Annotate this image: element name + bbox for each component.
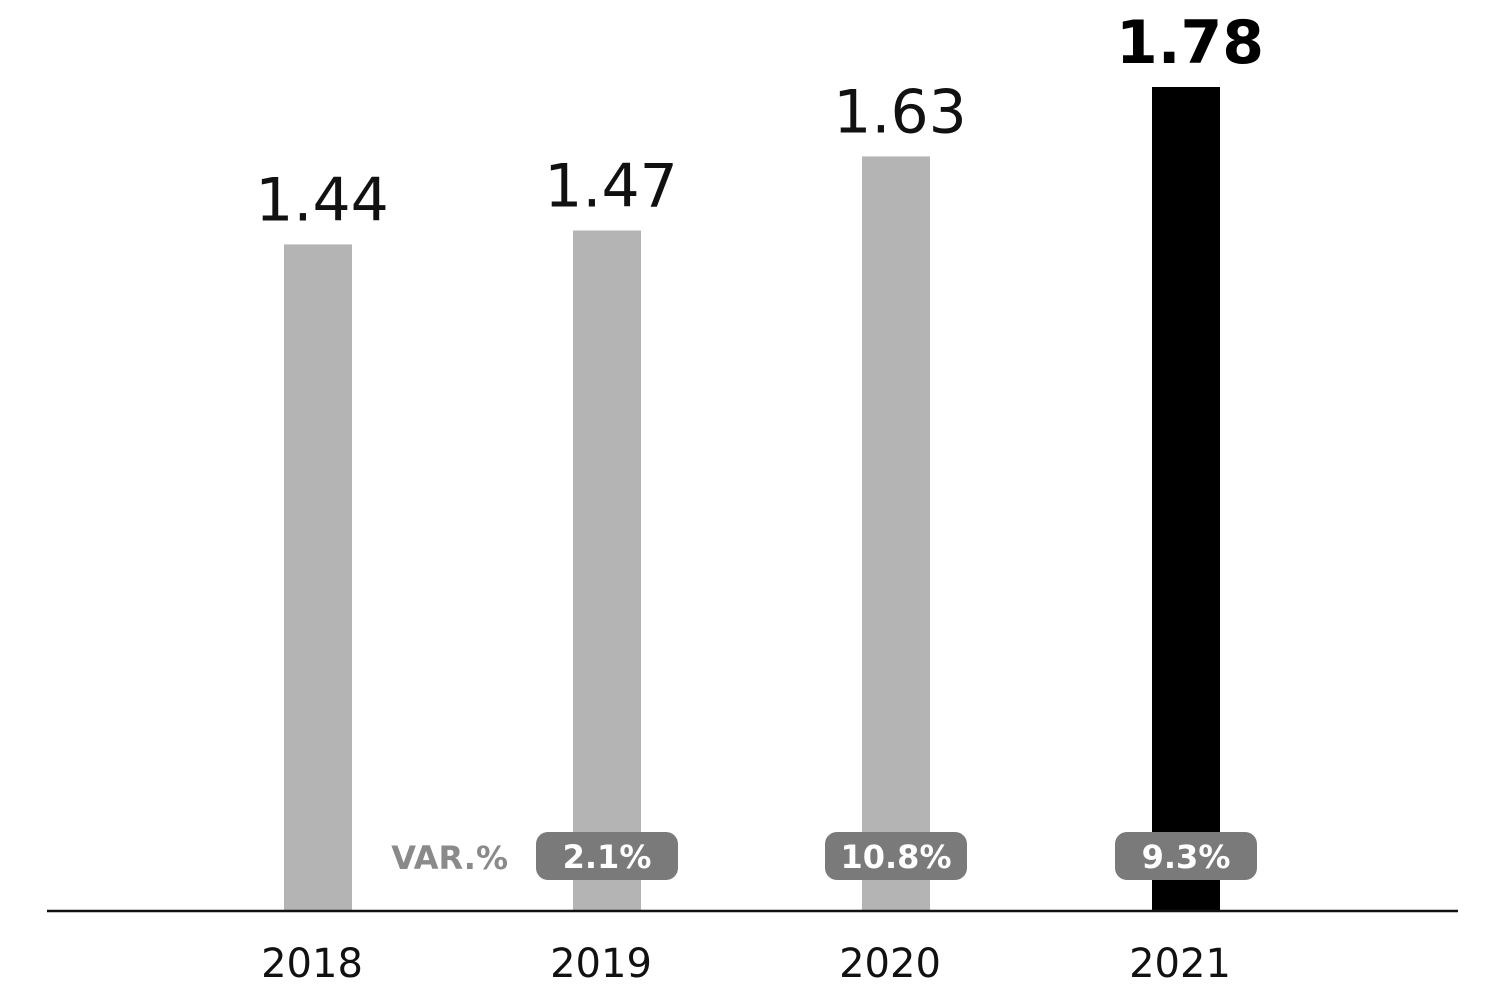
value-label-2020: 1.63 xyxy=(833,77,967,147)
bars-group xyxy=(284,87,1220,912)
value-labels-group: 1.44 1.47 1.63 1.78 xyxy=(255,8,1264,235)
variation-badge-text: 2.1% xyxy=(563,838,652,876)
variation-badge-pill xyxy=(1115,832,1257,880)
bar-2021 xyxy=(1152,87,1220,911)
x-tick-labels-group: 2018 2019 2020 2021 xyxy=(261,941,1231,987)
variation-badge-2020: 10.8% xyxy=(825,832,967,880)
value-label-2019: 1.47 xyxy=(544,152,678,222)
x-tick-label-2020: 2020 xyxy=(839,941,941,987)
bar-2020 xyxy=(862,156,930,911)
variation-badge-text: 10.8% xyxy=(840,838,951,876)
variation-badge-2021: 9.3% xyxy=(1115,832,1257,880)
value-label-2018: 1.44 xyxy=(255,165,389,235)
bar-2018 xyxy=(284,244,352,912)
variation-badges-group: 2.1% 10.8% 9.3% xyxy=(536,832,1257,880)
x-tick-label-2019: 2019 xyxy=(550,941,652,987)
variation-badge-2019: 2.1% xyxy=(536,832,678,880)
bar-2019 xyxy=(573,230,641,911)
variation-badge-pill xyxy=(536,832,678,880)
variation-badge-text: 9.3% xyxy=(1142,838,1231,876)
variation-label: VAR.% xyxy=(391,839,508,877)
x-tick-label-2021: 2021 xyxy=(1129,941,1231,987)
value-label-2021: 1.78 xyxy=(1116,8,1264,78)
variation-badge-pill xyxy=(825,832,967,880)
x-tick-label-2018: 2018 xyxy=(261,941,363,987)
